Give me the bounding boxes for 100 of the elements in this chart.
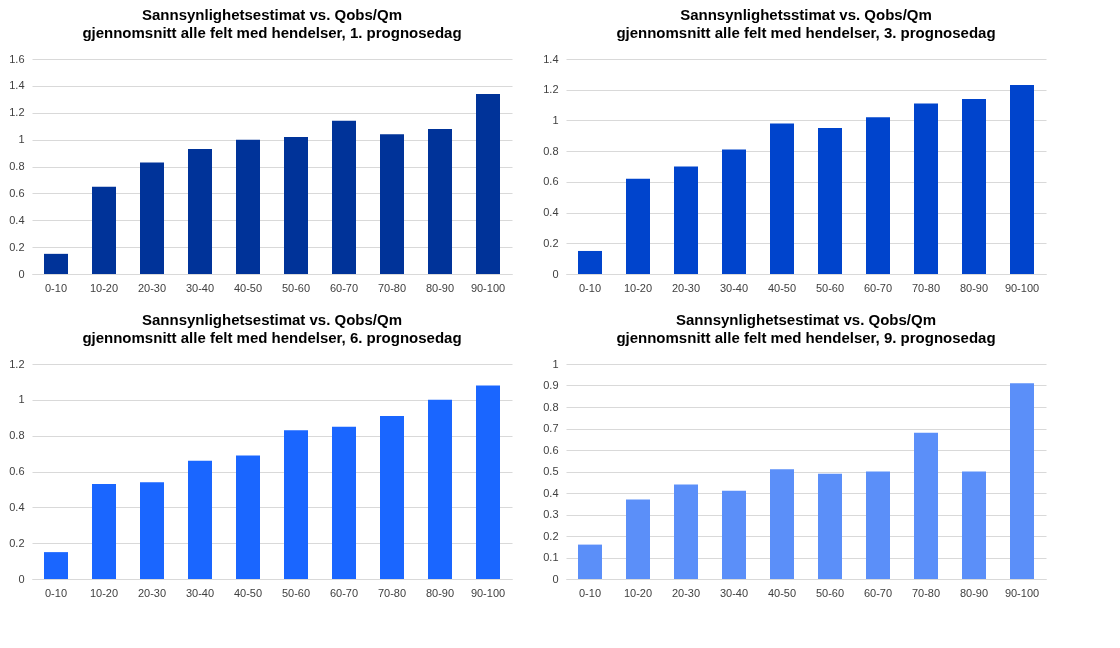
x-tick-label: 20-30 <box>137 281 167 294</box>
y-tick-label: 0.3 <box>543 508 559 520</box>
y-tick-label: 1.2 <box>9 106 25 119</box>
x-tick-label: 20-30 <box>671 586 701 599</box>
y-tick-label: 0.6 <box>543 175 559 188</box>
y-tick-label: 0.2 <box>543 236 559 249</box>
bar <box>44 253 68 274</box>
bar <box>770 123 794 274</box>
chart-subtitle: gjennomsnitt alle felt med hendelser, 6. prognosedag <box>82 329 462 346</box>
y-tick-label: 0 <box>552 267 559 280</box>
bar <box>140 162 164 274</box>
bar <box>626 178 650 274</box>
y-tick-label: 0.6 <box>9 186 25 199</box>
x-tick-label: 30-40 <box>719 586 749 599</box>
bar <box>92 484 116 579</box>
y-tick-label: 1.4 <box>9 79 25 92</box>
y-tick-label: 1 <box>552 113 559 126</box>
x-tick-label: 80-90 <box>425 281 455 294</box>
bar <box>914 432 938 579</box>
bar <box>332 120 356 274</box>
y-tick-label: 1.6 <box>9 52 25 65</box>
bar <box>866 117 890 274</box>
bar <box>380 415 404 579</box>
bar <box>962 98 986 274</box>
y-tick-label: 1.2 <box>543 83 559 96</box>
x-tick-label: 0-10 <box>578 586 602 599</box>
bar <box>236 139 260 274</box>
y-tick-label: 0 <box>552 572 559 585</box>
x-tick-label: 40-50 <box>767 586 797 599</box>
bar <box>962 471 986 579</box>
y-tick-label: 0.6 <box>543 443 559 456</box>
bar <box>476 385 500 579</box>
x-tick-label: 50-60 <box>815 281 845 294</box>
y-tick-label: 0.2 <box>543 529 559 542</box>
chart-title: Sannsynlighetsestimat vs. Qobs/Qm <box>141 6 403 23</box>
x-tick-label: 60-70 <box>863 281 893 294</box>
bar <box>428 399 452 579</box>
y-tick-label: 0.1 <box>543 551 559 563</box>
x-tick-label: 30-40 <box>185 586 215 599</box>
y-tick-label: 1.2 <box>9 357 25 370</box>
y-tick-label: 0.6 <box>9 465 25 477</box>
bar <box>188 460 212 579</box>
x-tick-label: 80-90 <box>425 586 455 599</box>
x-tick-label: 50-60 <box>281 586 311 599</box>
x-tick-label: 40-50 <box>233 586 263 599</box>
bar <box>1010 383 1034 579</box>
x-tick-label: 90-100 <box>470 281 506 294</box>
y-tick-label: 0.4 <box>543 206 559 219</box>
x-tick-label: 70-80 <box>377 586 407 599</box>
y-tick-label: 0.7 <box>543 422 559 434</box>
bar <box>770 469 794 579</box>
bar <box>722 149 746 274</box>
bar <box>332 426 356 579</box>
bar <box>188 149 212 274</box>
x-tick-label: 30-40 <box>185 281 215 294</box>
y-tick-label: 0.8 <box>543 400 559 413</box>
x-tick-label: 50-60 <box>281 281 311 294</box>
x-tick-label: 90-100 <box>1004 586 1040 599</box>
bar <box>380 134 404 274</box>
bar <box>674 484 698 579</box>
y-tick-label: 0.8 <box>9 160 25 172</box>
y-tick-label: 0.2 <box>9 536 25 549</box>
bar <box>428 128 452 274</box>
x-tick-label: 80-90 <box>959 281 989 294</box>
x-tick-label: 0-10 <box>578 281 602 294</box>
bar <box>722 490 746 579</box>
y-tick-label: 0.9 <box>543 379 559 391</box>
bar <box>236 455 260 579</box>
y-tick-label: 0.2 <box>9 240 25 253</box>
bar <box>818 473 842 579</box>
chart-subtitle: gjennomsnitt alle felt med hendelser, 3. prognosedag <box>616 24 996 41</box>
y-tick-label: 0.4 <box>9 500 25 513</box>
x-tick-label: 90-100 <box>1004 281 1040 294</box>
x-tick-label: 10-20 <box>89 586 119 599</box>
x-tick-label: 40-50 <box>767 281 797 294</box>
chart-title: Sannsynlighetsstimat vs. Qobs/Qm <box>680 6 932 23</box>
x-tick-label: 70-80 <box>377 281 407 294</box>
x-tick-label: 0-10 <box>44 586 68 599</box>
x-tick-label: 50-60 <box>815 586 845 599</box>
y-tick-label: 0.4 <box>543 486 559 499</box>
x-tick-label: 20-30 <box>137 586 167 599</box>
x-tick-label: 10-20 <box>89 281 119 294</box>
bar <box>914 103 938 274</box>
x-tick-label: 70-80 <box>911 586 941 599</box>
bar <box>866 471 890 579</box>
x-tick-label: 30-40 <box>719 281 749 294</box>
x-tick-label: 10-20 <box>623 586 653 599</box>
chart-subtitle: gjennomsnitt alle felt med hendelser, 9. prognosedag <box>616 329 996 346</box>
chart-title: Sannsynlighetsestimat vs. Qobs/Qm <box>675 311 937 328</box>
x-tick-label: 60-70 <box>329 586 359 599</box>
bar <box>140 482 164 579</box>
y-tick-label: 0.8 <box>9 429 25 442</box>
x-tick-label: 60-70 <box>863 586 893 599</box>
x-tick-label: 20-30 <box>671 281 701 294</box>
y-tick-label: 0 <box>18 267 25 280</box>
x-tick-label: 80-90 <box>959 586 989 599</box>
bar <box>92 186 116 274</box>
y-tick-label: 1 <box>18 393 25 406</box>
chart-title: Sannsynlighetsestimat vs. Qobs/Qm <box>141 311 403 328</box>
bar <box>578 544 602 579</box>
